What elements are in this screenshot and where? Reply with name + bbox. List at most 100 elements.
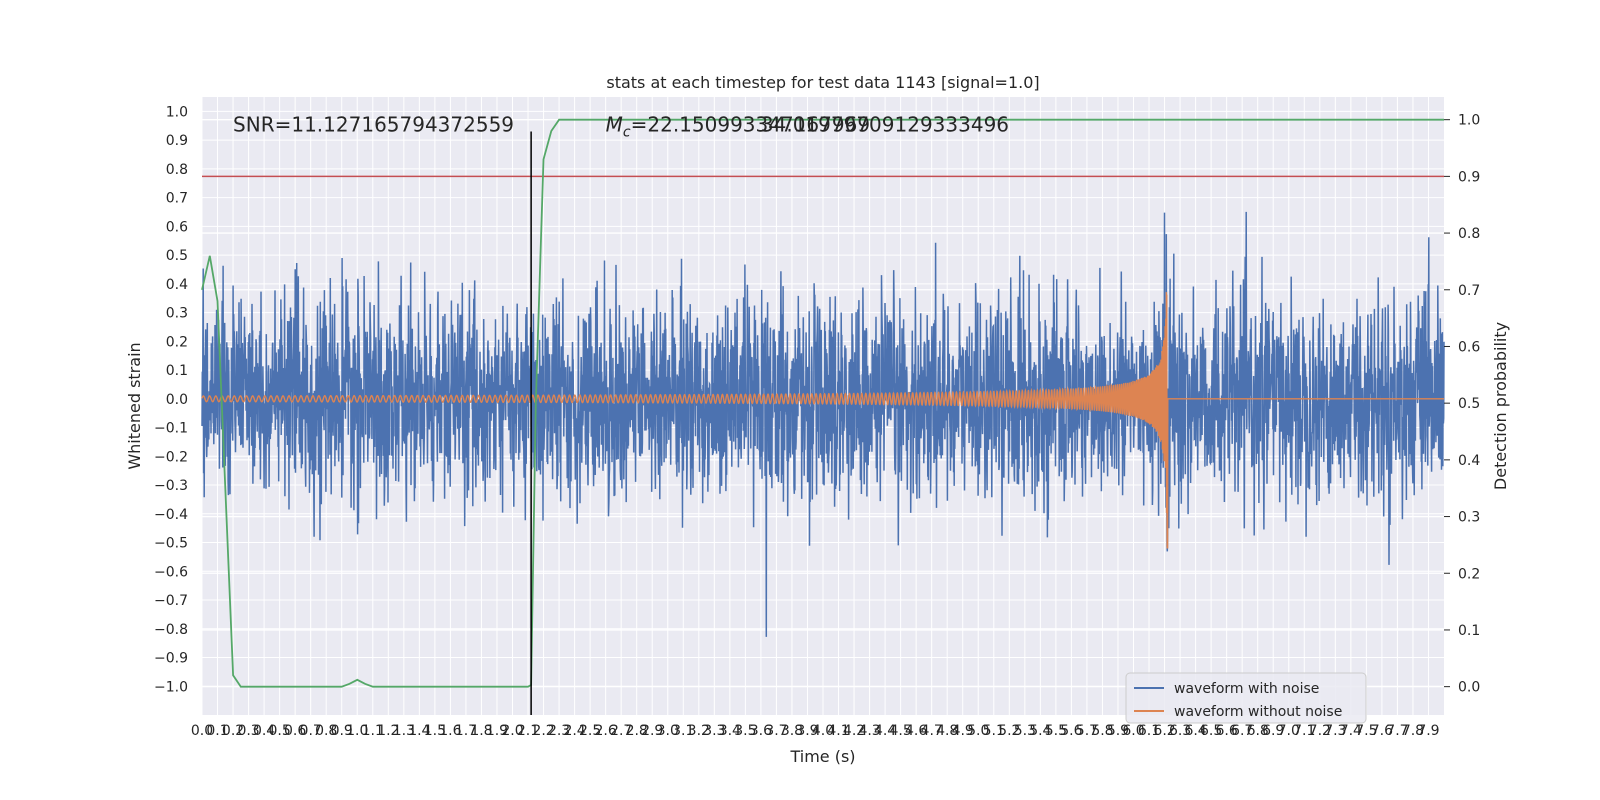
y-tick-label: 0.7 bbox=[166, 191, 188, 207]
y-right-tick-label: 1.0 bbox=[1458, 113, 1480, 129]
x-tick-label: 2.2 bbox=[532, 723, 554, 739]
y-tick-label: 1.0 bbox=[166, 104, 188, 120]
x-tick-label: 7.1 bbox=[1293, 723, 1315, 739]
x-tick-label: 5.3 bbox=[1014, 723, 1036, 739]
x-tick-label: 5.6 bbox=[1060, 723, 1082, 739]
legend-box bbox=[1125, 672, 1367, 724]
x-tick-label: 4.0 bbox=[812, 723, 834, 739]
x-tick-label: 6.5 bbox=[1200, 723, 1222, 739]
x-tick-label: 2.3 bbox=[548, 723, 570, 739]
y-right-tick-label: 0.4 bbox=[1458, 453, 1480, 469]
x-tick-label: 6.1 bbox=[1138, 723, 1160, 739]
x-tick-label: 7.0 bbox=[1278, 723, 1300, 739]
chart-title: stats at each timestep for test data 114… bbox=[606, 73, 1039, 92]
x-tick-label: 3.8 bbox=[781, 723, 803, 739]
y-tick-label: 0.6 bbox=[166, 219, 188, 235]
x-tick-label: 4.8 bbox=[936, 723, 958, 739]
x-tick-label: 6.7 bbox=[1231, 723, 1253, 739]
y-tick-label: −0.8 bbox=[154, 622, 188, 638]
y-axis-right-label: Detection probability bbox=[1491, 322, 1510, 490]
x-tick-label: 7.6 bbox=[1371, 723, 1393, 739]
x-tick-label: 1.0 bbox=[346, 723, 368, 739]
x-tick-label: 5.1 bbox=[983, 723, 1005, 739]
y-tick-label: −0.9 bbox=[154, 651, 188, 667]
x-tick-label: 7.7 bbox=[1386, 723, 1408, 739]
x-tick-label: 0.4 bbox=[253, 723, 275, 739]
x-tick-label: 0.6 bbox=[284, 723, 306, 739]
x-tick-label: 2.0 bbox=[501, 723, 523, 739]
x-tick-label: 3.6 bbox=[750, 723, 772, 739]
x-tick-label: 2.4 bbox=[563, 723, 585, 739]
y-axis-label: Whitened strain bbox=[125, 342, 144, 469]
x-tick-label: 0.3 bbox=[237, 723, 259, 739]
x-axis-label: Time (s) bbox=[789, 747, 855, 766]
x-tick-label: 1.3 bbox=[393, 723, 415, 739]
annotation-text: 34.01979709129333496 bbox=[761, 112, 1009, 136]
x-tick-label: 2.6 bbox=[595, 723, 617, 739]
x-tick-label: 5.4 bbox=[1029, 723, 1051, 739]
x-tick-label: 4.3 bbox=[858, 723, 880, 739]
x-tick-label: 3.5 bbox=[734, 723, 756, 739]
y-right-tick-label: 0.2 bbox=[1458, 566, 1480, 582]
x-tick-label: 5.5 bbox=[1045, 723, 1067, 739]
series-group bbox=[201, 118, 1445, 715]
x-tick-label: 3.3 bbox=[703, 723, 725, 739]
x-tick-label: 1.7 bbox=[455, 723, 477, 739]
x-tick-label: 0.5 bbox=[268, 723, 290, 739]
y-right-tick-label: 0.9 bbox=[1458, 169, 1480, 185]
annotation-text: SNR=11.127165794372559 bbox=[233, 112, 514, 136]
x-tick-label: 6.6 bbox=[1216, 723, 1238, 739]
x-tick-label: 1.9 bbox=[486, 723, 508, 739]
y-tick-label: −0.1 bbox=[154, 421, 188, 437]
x-tick-label: 3.2 bbox=[688, 723, 710, 739]
legend-label: waveform without noise bbox=[1174, 704, 1342, 720]
x-tick-label: 5.2 bbox=[998, 723, 1020, 739]
x-tick-label: 6.9 bbox=[1262, 723, 1284, 739]
x-tick-label: 4.4 bbox=[874, 723, 896, 739]
annotations: SNR=11.127165794372559 Mc=22.150993347167… bbox=[233, 112, 1009, 140]
x-tick-label: 5.8 bbox=[1091, 723, 1113, 739]
x-tick-label: 7.8 bbox=[1402, 723, 1424, 739]
y-right-tick-label: 0.6 bbox=[1458, 339, 1480, 355]
x-tick-label: 1.1 bbox=[362, 723, 384, 739]
x-tick-label: 1.2 bbox=[377, 723, 399, 739]
y-tick-label: 0.4 bbox=[166, 277, 188, 293]
y-tick-label: 0.1 bbox=[166, 363, 188, 379]
x-tick-label: 1.4 bbox=[408, 723, 430, 739]
x-tick-label: 5.0 bbox=[967, 723, 989, 739]
x-tick-label: 2.9 bbox=[641, 723, 663, 739]
y-tick-label: 0.0 bbox=[166, 392, 188, 408]
x-tick-label: 0.0 bbox=[191, 723, 213, 739]
legend: waveform with noise waveform without nois… bbox=[1125, 672, 1367, 724]
y-tick-label: 0.2 bbox=[166, 334, 188, 350]
x-tick-label: 4.6 bbox=[905, 723, 927, 739]
series-waveform-without-noise bbox=[201, 292, 1444, 549]
x-tick-label: 6.4 bbox=[1184, 723, 1206, 739]
x-tick-label: 4.9 bbox=[952, 723, 974, 739]
y-tick-label: −0.2 bbox=[154, 449, 188, 465]
x-tick-label: 3.4 bbox=[719, 723, 741, 739]
x-tick-label: 5.9 bbox=[1107, 723, 1129, 739]
y-tick-label: 0.5 bbox=[166, 248, 188, 264]
x-tick-label: 4.2 bbox=[843, 723, 865, 739]
x-tick-label: 4.5 bbox=[889, 723, 911, 739]
x-tick-label: 1.8 bbox=[470, 723, 492, 739]
x-tick-label: 0.8 bbox=[315, 723, 337, 739]
x-tick-label: 3.0 bbox=[657, 723, 679, 739]
y-tick-label: −0.3 bbox=[154, 478, 188, 494]
series-detection-probability bbox=[201, 118, 1444, 688]
x-tick-label: 7.9 bbox=[1417, 723, 1439, 739]
x-tick-label: 2.8 bbox=[626, 723, 648, 739]
x-tick-label: 4.1 bbox=[827, 723, 849, 739]
y-right-tick-label: 0.1 bbox=[1458, 623, 1480, 639]
y-tick-label: 0.3 bbox=[166, 306, 188, 322]
x-tick-label: 7.2 bbox=[1309, 723, 1331, 739]
series-waveform-with-noise bbox=[201, 211, 1445, 637]
y-tick-label: −0.5 bbox=[154, 536, 188, 552]
y-tick-label: −0.6 bbox=[154, 564, 188, 580]
x-tick-label: 1.6 bbox=[439, 723, 461, 739]
annotation-text: Mc=22.150993347167969 bbox=[606, 112, 870, 140]
x-tick-label: 0.1 bbox=[206, 723, 228, 739]
x-tick-label: 7.4 bbox=[1340, 723, 1362, 739]
